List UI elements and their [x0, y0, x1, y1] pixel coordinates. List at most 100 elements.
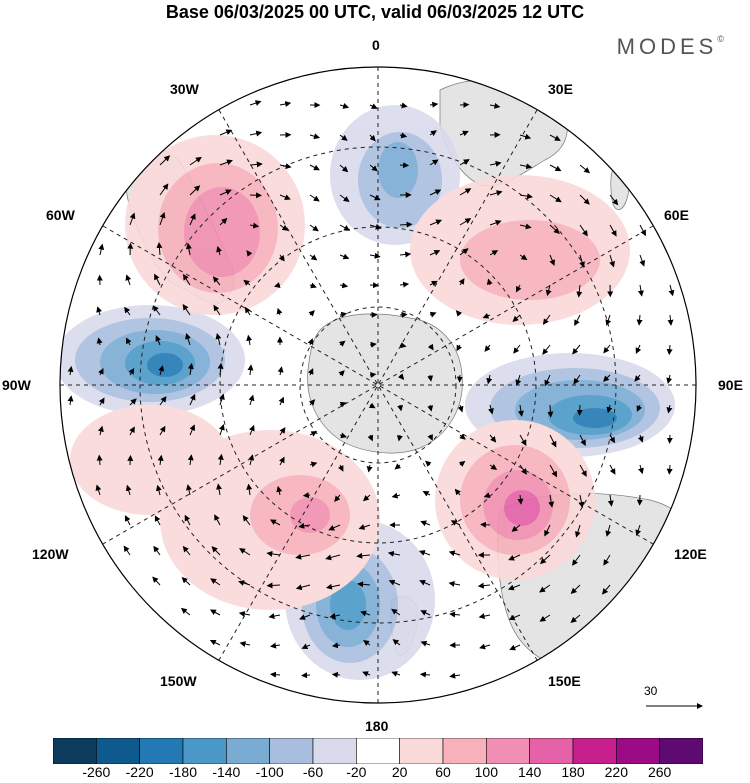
wind-arrow [189, 424, 196, 436]
wind-arrow [369, 164, 378, 172]
colorbar-tick-label: 220 [604, 764, 628, 780]
wind-arrow [185, 242, 192, 256]
wind-arrow [547, 404, 554, 418]
wind-arrow [128, 367, 135, 376]
colorbar-tick-label: 60 [435, 764, 451, 780]
wind-arrow [517, 494, 524, 505]
wind-arrow [295, 553, 311, 560]
wind-arrow [238, 580, 251, 586]
wind-arrow [127, 454, 134, 466]
wind-arrow [358, 524, 371, 530]
wind-arrow [249, 424, 255, 436]
wind-arrow [420, 610, 431, 616]
wind-arrow [636, 404, 643, 412]
wind-arrow [357, 581, 371, 588]
wind-arrow [419, 579, 431, 586]
wind-arrow [362, 671, 371, 677]
label-150e: 150E [548, 673, 581, 689]
wind-arrow [639, 224, 646, 237]
wind-arrow [570, 584, 581, 594]
wind-arrow [482, 312, 491, 319]
wind-arrow [511, 524, 521, 532]
wind-arrow [519, 254, 528, 261]
wind-arrow [269, 519, 281, 526]
map-boundary [59, 66, 697, 704]
wind-arrow [189, 185, 201, 196]
wind-arrow [369, 134, 376, 142]
wind-arrow [219, 159, 233, 166]
wind-arrow [308, 310, 315, 317]
wind-arrow [243, 279, 251, 286]
copyright-mark: © [717, 34, 724, 44]
wind-arrow [124, 306, 131, 316]
wind-arrow [184, 514, 191, 526]
wind-arrow [448, 550, 461, 557]
colorbar [53, 738, 703, 764]
wind-arrow [484, 344, 491, 352]
wind-arrow [159, 396, 167, 406]
wind-arrow [486, 374, 493, 385]
wind-arrow [248, 394, 255, 406]
wind-arrow [209, 639, 221, 646]
wind-arrow [247, 364, 254, 376]
wind-arrow [636, 314, 643, 326]
wind-arrow [666, 404, 673, 414]
wind-arrow [249, 100, 262, 106]
wind-arrow [457, 404, 464, 413]
wind-arrow [248, 454, 255, 466]
wind-arrow [609, 254, 615, 268]
wind-arrow [429, 159, 439, 166]
wind-arrow [186, 484, 192, 496]
wind-arrow [420, 520, 431, 527]
colorbar-tick-label: -140 [212, 764, 241, 780]
colorbar-swatch [659, 738, 703, 764]
wind-arrow [215, 333, 222, 346]
wind-arrow [427, 343, 434, 351]
wind-arrow [308, 399, 316, 406]
wind-arrow [187, 362, 194, 376]
wind-arrow [459, 248, 469, 256]
wind-arrow [339, 134, 348, 141]
wind-arrow [279, 163, 292, 170]
wind-arrow [429, 189, 442, 196]
wind-arrow [489, 250, 499, 256]
wind-arrow [458, 278, 465, 286]
wind-arrow [489, 434, 497, 443]
wind-arrow [519, 193, 533, 200]
wind-arrow [459, 188, 472, 196]
wind-arrow [98, 368, 104, 376]
colorbar-swatch [356, 738, 400, 764]
wind-arrow [539, 614, 551, 622]
label-60e: 60E [664, 207, 689, 223]
wind-arrow [369, 194, 381, 201]
wind-arrow [422, 491, 431, 497]
wind-arrow [249, 192, 262, 199]
wind-arrow [249, 161, 263, 168]
wind-arrow [489, 219, 502, 226]
wind-arrow [387, 550, 401, 557]
wind-arrow [399, 132, 408, 139]
wind-arrow [182, 545, 191, 556]
colorbar-tick-label: -60 [302, 764, 324, 780]
wind-arrow [427, 404, 434, 412]
wind-arrow [639, 254, 646, 267]
wind-arrow [455, 310, 463, 317]
wind-arrow [456, 374, 463, 383]
wind-arrow [486, 278, 493, 286]
wind-arrow [549, 194, 562, 203]
wind-arrow [549, 464, 558, 478]
wind-arrow [570, 614, 581, 623]
wind-arrow [189, 393, 196, 406]
wind-arrow [96, 454, 103, 466]
wind-arrow [309, 164, 320, 171]
colorbar-tick-label: 100 [474, 764, 498, 780]
wind-arrow [519, 163, 533, 170]
wind-arrow [479, 643, 491, 650]
wind-arrow [96, 306, 102, 316]
wind-arrow [339, 401, 347, 408]
wind-arrow [331, 642, 341, 649]
wind-arrow [609, 434, 616, 444]
wind-arrow [301, 672, 311, 679]
wind-arrow [125, 337, 132, 346]
wind-arrow [278, 254, 285, 262]
